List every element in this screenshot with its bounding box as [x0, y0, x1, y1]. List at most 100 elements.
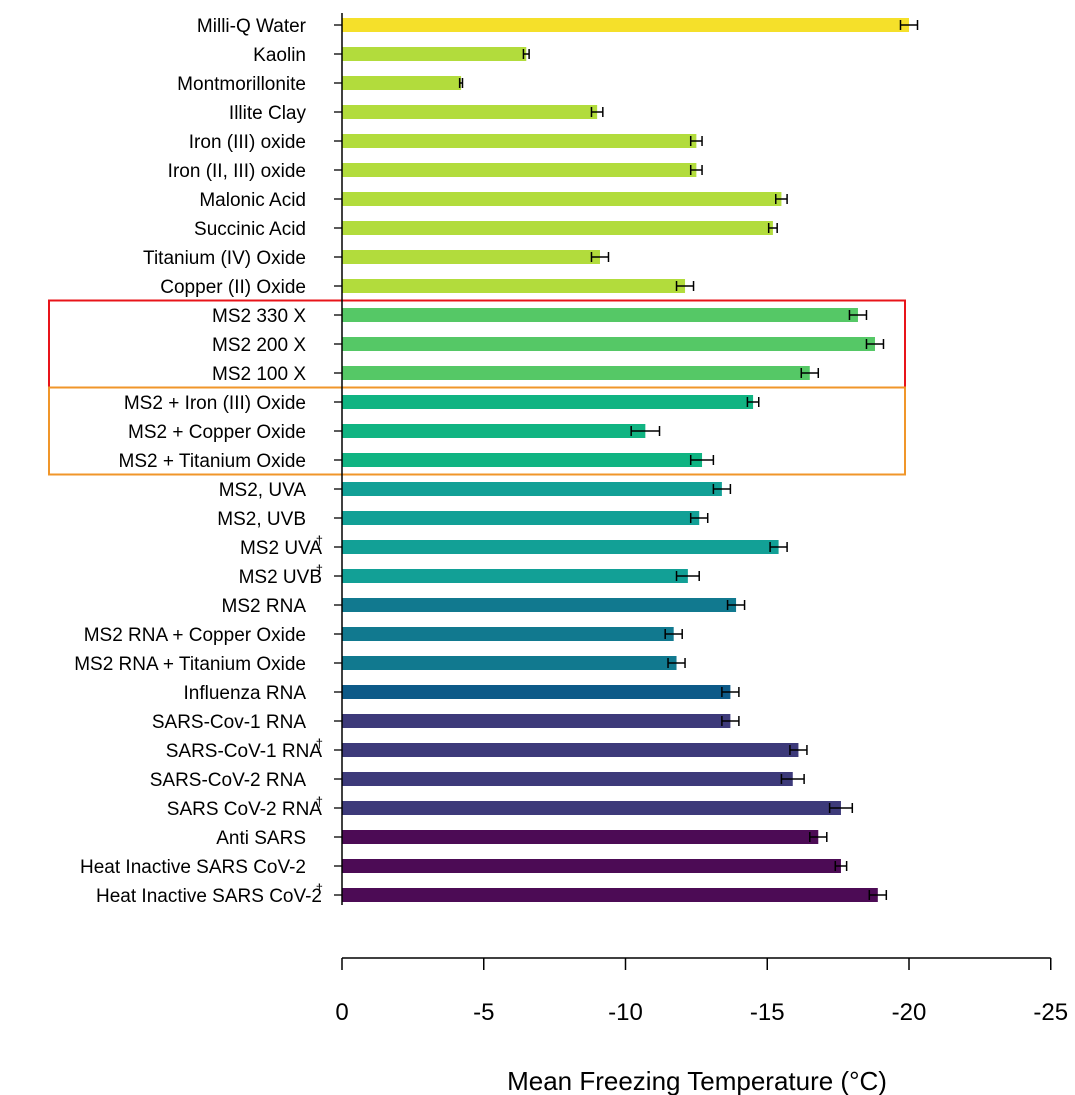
category-label: Milli-Q Water [197, 16, 307, 37]
category-label: MS2, UVA [219, 480, 307, 501]
error-bar [800, 368, 820, 378]
error-bar [667, 658, 686, 668]
category-label: Succinic Acid [194, 219, 306, 240]
bar [342, 540, 779, 554]
error-bar [780, 774, 805, 784]
x-tick-label: -10 [608, 999, 643, 1026]
category-label: Illite Clay [229, 103, 307, 124]
bar [342, 714, 731, 728]
bar [342, 830, 819, 844]
category-label: MS2 UVB [239, 567, 322, 588]
category-label: Heat Inactive SARS CoV-2 [80, 857, 306, 878]
category-label: MS2 RNA + Copper Oxide [84, 625, 306, 646]
x-axis: 0 -5 -10 -15 -20 -25 [335, 957, 1068, 1026]
error-bar [664, 629, 683, 639]
category-label: MS2, UVB [217, 509, 306, 530]
bar [342, 772, 793, 786]
highlight-boxes [48, 299, 906, 476]
category-label: Kaolin [253, 45, 306, 66]
bar [342, 337, 875, 351]
bar [342, 801, 841, 815]
highlight-box [48, 386, 906, 476]
category-label: Iron (III) oxide [189, 132, 306, 153]
error-bar [675, 281, 695, 291]
bar [342, 511, 700, 525]
x-axis-title: Mean Freezing Temperature (°C) [507, 1066, 887, 1095]
category-label: MS2 100 X [212, 364, 306, 385]
error-bar [675, 571, 700, 581]
error-bar [721, 716, 740, 726]
bar [342, 192, 782, 206]
category-label: SARS CoV-2 RNA [167, 799, 323, 820]
bars-layer [342, 18, 919, 902]
dagger-mark: † [316, 562, 323, 577]
error-bar [726, 600, 746, 610]
error-bar [712, 484, 732, 494]
category-label: MS2 + Iron (III) Oxide [124, 393, 306, 414]
category-label: MS2 330 X [212, 306, 306, 327]
error-bar [590, 252, 610, 262]
error-bar [590, 107, 604, 117]
error-bar [721, 687, 740, 697]
error-bar [868, 890, 888, 900]
x-tick-label: -15 [750, 999, 785, 1026]
dagger-mark: † [316, 881, 323, 896]
error-bar [828, 803, 854, 813]
category-label: SARS-CoV-1 RNA [166, 741, 323, 762]
bar [342, 453, 703, 467]
error-bar [865, 339, 885, 349]
dagger-mark: † [316, 736, 323, 751]
bar [342, 395, 754, 409]
bar [342, 163, 697, 177]
error-bar [789, 745, 808, 755]
error-bar [746, 397, 760, 407]
category-label: Montmorillonite [177, 74, 306, 95]
error-bar [775, 194, 788, 204]
x-tick-label: -5 [473, 999, 494, 1026]
bar [342, 250, 600, 264]
bar [342, 134, 697, 148]
error-bar [848, 310, 868, 320]
category-label: Heat Inactive SARS CoV-2 [96, 886, 322, 907]
x-tick-label: -20 [892, 999, 927, 1026]
error-bar [522, 49, 530, 59]
category-label: SARS-Cov-1 RNA [152, 712, 306, 733]
category-label: MS2 + Copper Oxide [128, 422, 306, 443]
error-bar [689, 165, 703, 175]
error-bar [458, 78, 464, 88]
bar [342, 47, 527, 61]
bar [342, 656, 677, 670]
y-axis: Milli-Q Water Kaolin Montmorillonite Illite… [74, 13, 343, 907]
category-label: Copper (II) Oxide [160, 277, 306, 298]
category-label: Influenza RNA [183, 683, 306, 704]
bar [342, 598, 737, 612]
category-label: MS2 RNA + Titanium Oxide [74, 654, 306, 675]
error-bar [769, 542, 788, 552]
bar [342, 308, 858, 322]
error-bar [689, 455, 715, 465]
category-label: Anti SARS [216, 828, 306, 849]
dagger-mark: † [316, 533, 323, 548]
category-label: MS2 + Titanium Oxide [119, 451, 306, 472]
category-label: SARS-CoV-2 RNA [150, 770, 307, 791]
bar [342, 482, 722, 496]
category-label: Titanium (IV) Oxide [143, 248, 306, 269]
bar [342, 627, 674, 641]
category-label: MS2 RNA [222, 596, 307, 617]
error-bar [689, 136, 703, 146]
error-bar [689, 513, 709, 523]
bar [342, 18, 909, 32]
dagger-mark: † [316, 794, 323, 809]
bar [342, 859, 841, 873]
bar [342, 424, 646, 438]
x-tick-label: -25 [1033, 999, 1068, 1026]
category-label: Iron (II, III) oxide [168, 161, 306, 182]
bar [342, 743, 799, 757]
category-label: Malonic Acid [199, 190, 306, 211]
bar [342, 888, 878, 902]
error-bar [899, 20, 919, 30]
bar [342, 569, 688, 583]
bar [342, 105, 598, 119]
bar [342, 76, 462, 90]
